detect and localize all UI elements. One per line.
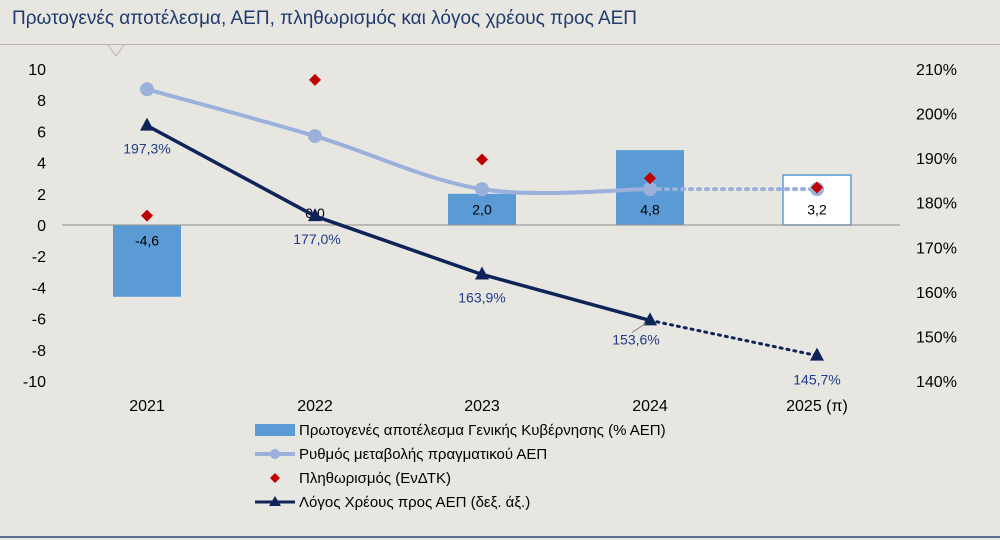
inflation-point — [141, 209, 153, 222]
inflation-point — [811, 181, 823, 194]
y-left-tick-label: -10 — [23, 374, 46, 391]
bar-data-label: 3,2 — [807, 201, 827, 217]
debt-data-label: 145,7% — [793, 372, 840, 388]
debt-ratio-line — [146, 124, 651, 323]
title-divider — [0, 44, 1000, 45]
y-left-tick-label: -8 — [32, 343, 46, 360]
debt-ratio-point — [475, 266, 489, 280]
inflation-point — [644, 172, 656, 185]
inflation-point — [476, 153, 488, 166]
y-right-tick-label: 190% — [916, 151, 957, 168]
gdp-growth-line — [146, 87, 651, 196]
gdp-growth-point — [140, 82, 154, 97]
x-tick-label: 2025 (π) — [786, 398, 848, 415]
inflation-point — [309, 73, 321, 86]
bottom-divider — [0, 536, 1000, 538]
gdp-growth-point — [308, 129, 322, 144]
debt-data-label: 197,3% — [123, 141, 170, 157]
y-left-tick-label: -4 — [32, 280, 46, 297]
x-tick-label: 2022 — [297, 398, 333, 415]
label-leader-line — [631, 322, 647, 333]
debt-ratio-projection-line — [648, 318, 819, 358]
debt-data-label: 153,6% — [612, 331, 659, 347]
x-tick-label: 2021 — [129, 398, 165, 415]
y-right-tick-label: 140% — [916, 374, 957, 391]
y-right-tick-label: 180% — [916, 196, 957, 213]
x-tick-label: 2023 — [464, 398, 500, 415]
x-tick-label: 2024 — [632, 398, 668, 415]
legend-swatch-gdp-point — [270, 449, 280, 459]
y-left-tick-label: 6 — [37, 124, 46, 141]
debt-ratio-point — [140, 117, 154, 131]
debt-ratio-point — [810, 347, 824, 361]
bar-data-label: 2,0 — [472, 201, 492, 217]
legend-label: Πληθωρισμός (ΕνΔΤΚ) — [299, 470, 451, 487]
y-left-tick-label: 2 — [37, 187, 46, 204]
legend-swatch-debt-point — [269, 496, 281, 506]
legend-swatch-bar — [255, 424, 295, 436]
y-right-tick-label: 150% — [916, 329, 957, 346]
legend-label: Ρυθμός μεταβολής πραγματικού ΑΕΠ — [299, 446, 547, 463]
bar — [448, 193, 516, 225]
y-left-tick-label: 8 — [37, 93, 46, 110]
y-right-tick-label: 200% — [916, 107, 957, 124]
bar-data-label: -4,6 — [135, 233, 159, 249]
debt-data-label: 163,9% — [458, 289, 505, 305]
gdp-growth-point — [643, 182, 657, 197]
y-right-tick-label: 170% — [916, 240, 957, 257]
gdp-growth-point — [475, 182, 489, 197]
y-left-tick-label: -2 — [32, 249, 46, 266]
bar — [113, 225, 181, 297]
y-left-tick-label: 0 — [37, 218, 46, 235]
legend-label: Πρωτογενές αποτέλεσμα Γενικής Κυβέρνησης… — [299, 422, 666, 439]
bar-data-label: 4,8 — [640, 201, 660, 217]
y-right-tick-label: 160% — [916, 285, 957, 302]
debt-ratio-point — [643, 312, 657, 326]
y-right-tick-label: 210% — [916, 62, 957, 79]
legend-swatch-inflation — [270, 473, 280, 483]
y-left-tick-label: 10 — [28, 62, 46, 79]
y-left-tick-label: -6 — [32, 312, 46, 329]
chart-title: Πρωτογενές αποτέλεσμα, ΑΕΠ, πληθωρισμός … — [12, 8, 638, 29]
debt-data-label: 177,0% — [293, 231, 340, 247]
y-left-tick-label: 4 — [37, 156, 46, 173]
debt-ratio-point — [308, 208, 322, 222]
legend-label: Λόγος Χρέους προς ΑΕΠ (δεξ. άξ.) — [299, 494, 530, 511]
title-notch — [107, 44, 125, 57]
